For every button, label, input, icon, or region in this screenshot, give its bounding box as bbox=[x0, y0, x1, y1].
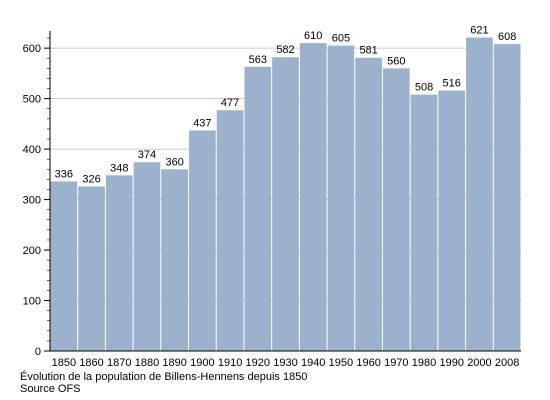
y-tick-label: 600 bbox=[23, 43, 41, 55]
chart-caption-source: Source OFS bbox=[20, 383, 81, 395]
y-tick-label: 200 bbox=[23, 245, 41, 257]
chart-caption-title: Évolution de la population de Billens-He… bbox=[20, 371, 308, 383]
x-tick-label-1930: 1930 bbox=[273, 357, 297, 369]
data-label-1980: 508 bbox=[415, 82, 433, 94]
bar-1920 bbox=[244, 66, 272, 352]
x-axis-labels: 1850 1860 1870 1880 1890 1900 1910 1920 1930 1940… bbox=[50, 350, 521, 369]
bar-1990 bbox=[438, 90, 466, 352]
data-label-1860: 326 bbox=[82, 173, 100, 185]
bar-2008 bbox=[493, 44, 521, 351]
x-tick-label-1970: 1970 bbox=[384, 357, 408, 369]
y-tick-label: 100 bbox=[23, 296, 41, 308]
data-label-1890: 360 bbox=[165, 156, 183, 168]
data-label-1970: 560 bbox=[387, 55, 405, 67]
x-tick-label-1990: 1990 bbox=[439, 357, 463, 369]
bar-1930 bbox=[272, 57, 299, 351]
data-label-1960: 581 bbox=[359, 45, 377, 57]
bars: 336 326 348 374 360 437 477 563 582 610 605 581 560 5… bbox=[50, 25, 521, 352]
bar-1960 bbox=[355, 57, 382, 351]
bar-1950 bbox=[327, 45, 355, 351]
data-label-1940: 610 bbox=[304, 30, 322, 42]
bar-1850 bbox=[50, 181, 78, 351]
y-tick-label: 0 bbox=[35, 346, 41, 358]
bar-1970 bbox=[382, 68, 410, 351]
data-label-1920: 563 bbox=[249, 54, 267, 66]
bar-1860 bbox=[78, 186, 105, 351]
x-tick-label-1860: 1860 bbox=[79, 357, 103, 369]
x-tick-label-1950: 1950 bbox=[329, 357, 353, 369]
data-label-1870: 348 bbox=[110, 162, 128, 174]
x-tick-label-1880: 1880 bbox=[135, 357, 159, 369]
bar-1940 bbox=[299, 43, 327, 351]
x-tick-label-2000: 2000 bbox=[467, 357, 491, 369]
x-tick-label-1980: 1980 bbox=[412, 357, 436, 369]
y-tick-label: 500 bbox=[23, 94, 41, 106]
data-label-1850: 336 bbox=[55, 168, 73, 180]
bar-1980 bbox=[410, 94, 438, 351]
y-tick-label: 300 bbox=[23, 195, 41, 207]
x-tick-label-1910: 1910 bbox=[218, 357, 242, 369]
data-label-2000: 621 bbox=[470, 25, 488, 37]
x-tick-label-1870: 1870 bbox=[107, 357, 131, 369]
data-label-1900: 437 bbox=[193, 117, 211, 129]
x-tick-label-1940: 1940 bbox=[301, 357, 325, 369]
bar-2000 bbox=[466, 37, 493, 352]
x-tick-label-1920: 1920 bbox=[246, 357, 270, 369]
x-tick-label-1850: 1850 bbox=[52, 357, 76, 369]
data-label-1990: 516 bbox=[443, 78, 461, 90]
data-label-1880: 374 bbox=[138, 149, 156, 161]
x-tick-label-1960: 1960 bbox=[356, 357, 380, 369]
bar-1900 bbox=[189, 130, 216, 351]
x-tick-label-1900: 1900 bbox=[190, 357, 214, 369]
data-label-1930: 582 bbox=[276, 44, 294, 56]
x-tick-label-2008: 2008 bbox=[495, 357, 519, 369]
bar-1910 bbox=[216, 110, 244, 351]
data-label-1910: 477 bbox=[221, 97, 239, 109]
y-tick-label: 400 bbox=[23, 144, 41, 156]
bar-1890 bbox=[161, 169, 189, 351]
y-axis: 0 100 200 300 400 500 600 bbox=[23, 31, 51, 358]
data-label-2008: 608 bbox=[498, 31, 516, 43]
x-tick-label-1890: 1890 bbox=[162, 357, 186, 369]
bar-1870 bbox=[105, 175, 133, 351]
bar-1880 bbox=[133, 162, 161, 351]
data-label-1950: 605 bbox=[332, 33, 350, 45]
